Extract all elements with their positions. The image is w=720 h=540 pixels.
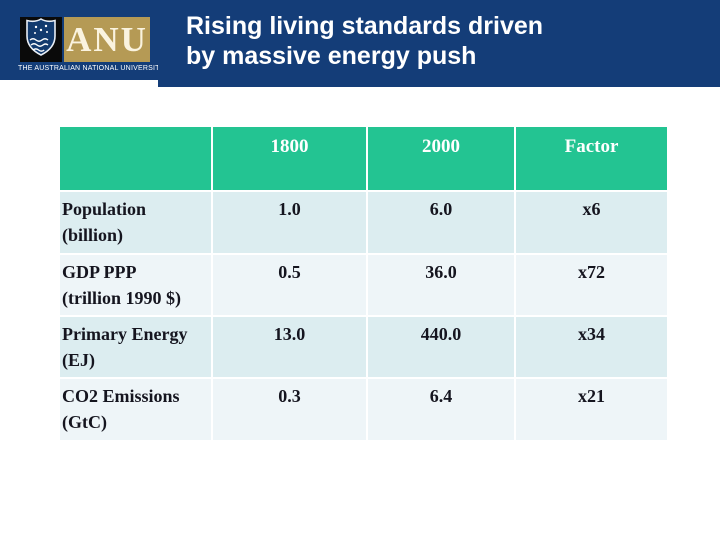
cell-gdp-1800: 0.5 <box>213 255 366 315</box>
slide-title: Rising living standards driven by massiv… <box>158 0 720 87</box>
table-header-2000: 2000 <box>368 127 514 190</box>
cell-co2-factor: x21 <box>516 379 667 440</box>
table-header-empty <box>60 127 211 190</box>
cell-gdp-factor: x72 <box>516 255 667 315</box>
table-header-1800: 1800 <box>213 127 366 190</box>
cell-population-2000: 6.0 <box>368 192 514 253</box>
table-header-factor: Factor <box>516 127 667 190</box>
cell-co2-2000: 6.4 <box>368 379 514 440</box>
slide-title-line1: Rising living standards driven <box>186 12 544 40</box>
cell-energy-2000: 440.0 <box>368 317 514 377</box>
cell-co2-1800: 0.3 <box>213 379 366 440</box>
anu-logo-wordmark: ANU <box>64 17 150 62</box>
row-label-gdp: GDP PPP (trillion 1990 $) <box>60 255 211 315</box>
anu-logo-acronym: ANU <box>66 19 148 59</box>
row-label-population: Population (billion) <box>60 192 211 253</box>
cell-population-1800: 1.0 <box>213 192 366 253</box>
cell-gdp-2000: 36.0 <box>368 255 514 315</box>
row-label-co2: CO2 Emissions (GtC) <box>60 379 211 440</box>
data-table: 1800 2000 Factor Population (billion) 1.… <box>60 127 667 440</box>
cell-population-factor: x6 <box>516 192 667 253</box>
cell-energy-factor: x34 <box>516 317 667 377</box>
cell-energy-1800: 13.0 <box>213 317 366 377</box>
slide-title-line2: by massive energy push <box>186 41 477 70</box>
row-label-primary-energy: Primary Energy (EJ) <box>60 317 211 377</box>
anu-logo-caption: THE AUSTRALIAN NATIONAL UNIVERSITY <box>18 65 165 72</box>
anu-crest-shield-icon <box>24 17 58 62</box>
anu-logo-crest-box <box>20 17 62 62</box>
